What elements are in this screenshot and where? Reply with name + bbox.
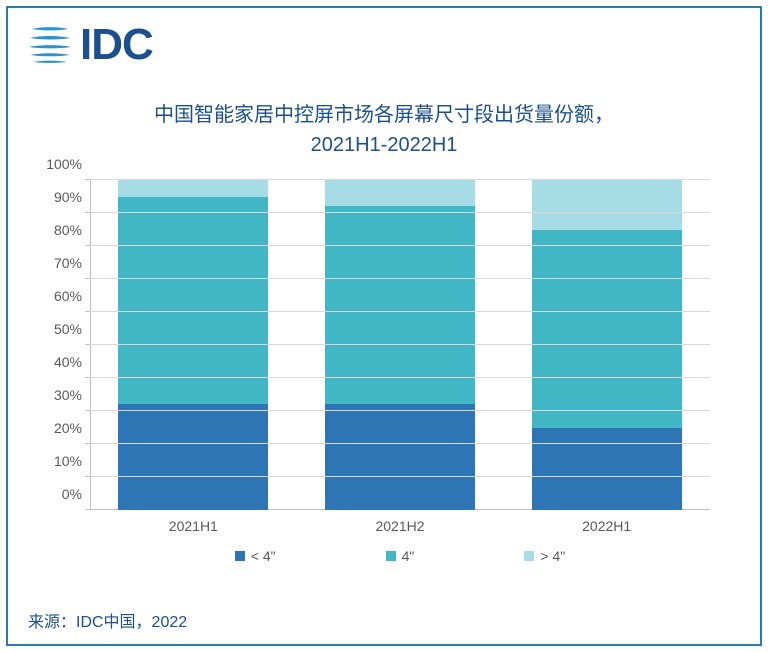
y-tick-mark [85, 344, 90, 345]
chart-title-line1: 中国智能家居中控屏市场各屏幕尺寸段出货量份额， [0, 100, 768, 130]
y-tick-mark [85, 476, 90, 477]
y-tick-label: 30% [54, 387, 90, 403]
y-tick-mark [85, 212, 90, 213]
y-tick-label: 20% [54, 420, 90, 436]
grid-line [90, 179, 710, 180]
legend-item: 4" [386, 548, 415, 564]
legend-item: > 4" [524, 548, 565, 564]
grid-line [90, 311, 710, 312]
chart-title: 中国智能家居中控屏市场各屏幕尺寸段出货量份额， 2021H1-2022H1 [0, 100, 768, 160]
y-tick-mark [85, 245, 90, 246]
bars-container: 2021H1 2021H2 2022H1 [90, 180, 710, 510]
legend-swatch [235, 551, 245, 561]
legend-swatch [524, 551, 534, 561]
logo-text: IDC [80, 20, 153, 70]
bar-segment [532, 230, 682, 428]
grid-line [90, 344, 710, 345]
grid-line [90, 212, 710, 213]
y-tick-mark [85, 410, 90, 411]
legend-label: < 4" [251, 548, 276, 564]
y-tick-label: 50% [54, 321, 90, 337]
legend-label: 4" [402, 548, 415, 564]
y-tick-label: 40% [54, 354, 90, 370]
grid-line [90, 410, 710, 411]
bar-segment [532, 428, 682, 511]
bar-group: 2021H1 [118, 180, 268, 510]
chart-plot-area: 2021H12021H22022H1 0%10%20%30%40%50%60%7… [90, 180, 710, 510]
grid-line [90, 443, 710, 444]
y-tick-label: 100% [46, 156, 90, 172]
chart-title-line2: 2021H1-2022H1 [0, 130, 768, 160]
bar-segment [325, 180, 475, 206]
bar-segment [118, 404, 268, 510]
bar-group: 2022H1 [532, 180, 682, 510]
bar-segment [118, 197, 268, 405]
grid-line [90, 476, 710, 477]
y-tick-label: 90% [54, 189, 90, 205]
x-tick-label: 2021H1 [169, 510, 218, 534]
source-text: 来源：IDC中国，2022 [28, 608, 187, 632]
legend-item: < 4" [235, 548, 276, 564]
bar-segment [118, 180, 268, 197]
x-tick-label: 2022H1 [582, 510, 631, 534]
y-tick-mark [85, 509, 90, 510]
y-tick-mark [85, 179, 90, 180]
y-tick-label: 80% [54, 222, 90, 238]
y-tick-label: 10% [54, 453, 90, 469]
grid-line [90, 278, 710, 279]
grid-line [90, 245, 710, 246]
globe-icon [28, 23, 72, 67]
grid-line [90, 377, 710, 378]
bar-group: 2021H2 [325, 180, 475, 510]
y-tick-label: 60% [54, 288, 90, 304]
y-tick-label: 70% [54, 255, 90, 271]
y-tick-mark [85, 443, 90, 444]
bar-segment [532, 180, 682, 230]
y-tick-mark [85, 311, 90, 312]
legend-label: > 4" [540, 548, 565, 564]
plot: 2021H12021H22022H1 0%10%20%30%40%50%60%7… [90, 180, 710, 510]
y-tick-label: 0% [62, 486, 90, 502]
legend: < 4" 4" > 4" [90, 548, 710, 564]
x-tick-label: 2021H2 [375, 510, 424, 534]
idc-logo: IDC [28, 20, 153, 70]
y-tick-mark [85, 278, 90, 279]
bar-segment [325, 206, 475, 404]
y-tick-mark [85, 377, 90, 378]
legend-swatch [386, 551, 396, 561]
bar-segment [325, 404, 475, 510]
